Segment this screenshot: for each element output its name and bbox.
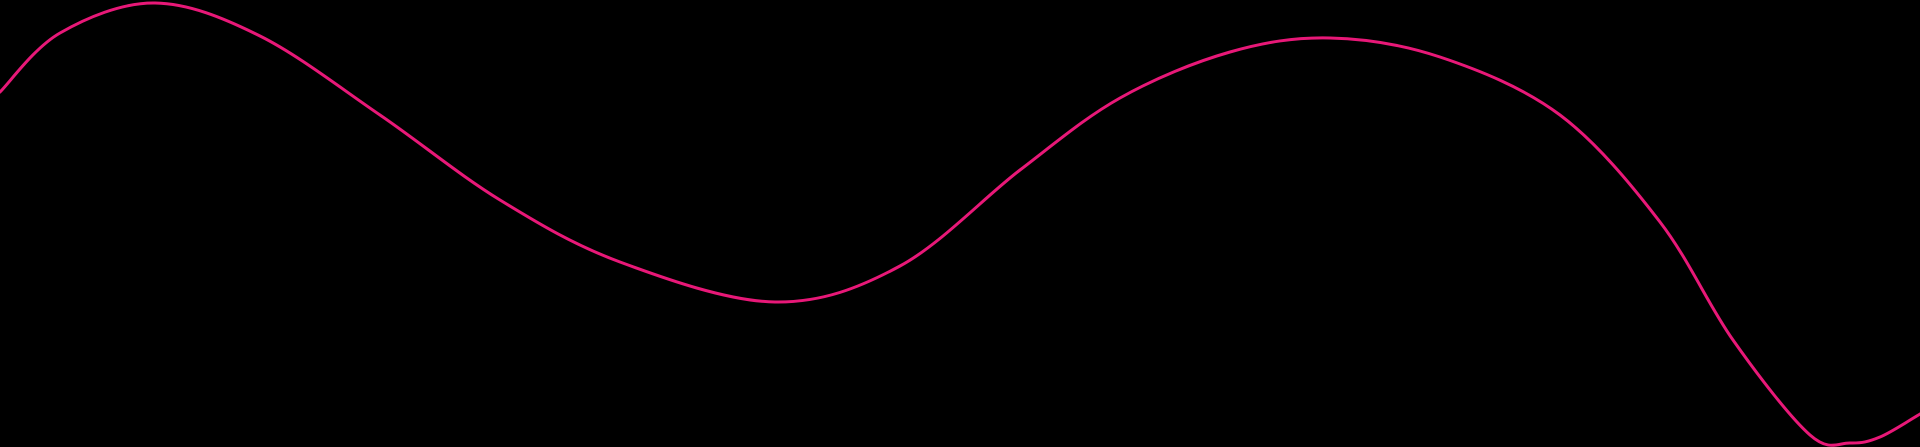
wave-canvas [0, 0, 1920, 447]
wave-curve [0, 1, 1920, 447]
wave-svg [0, 1, 1920, 447]
